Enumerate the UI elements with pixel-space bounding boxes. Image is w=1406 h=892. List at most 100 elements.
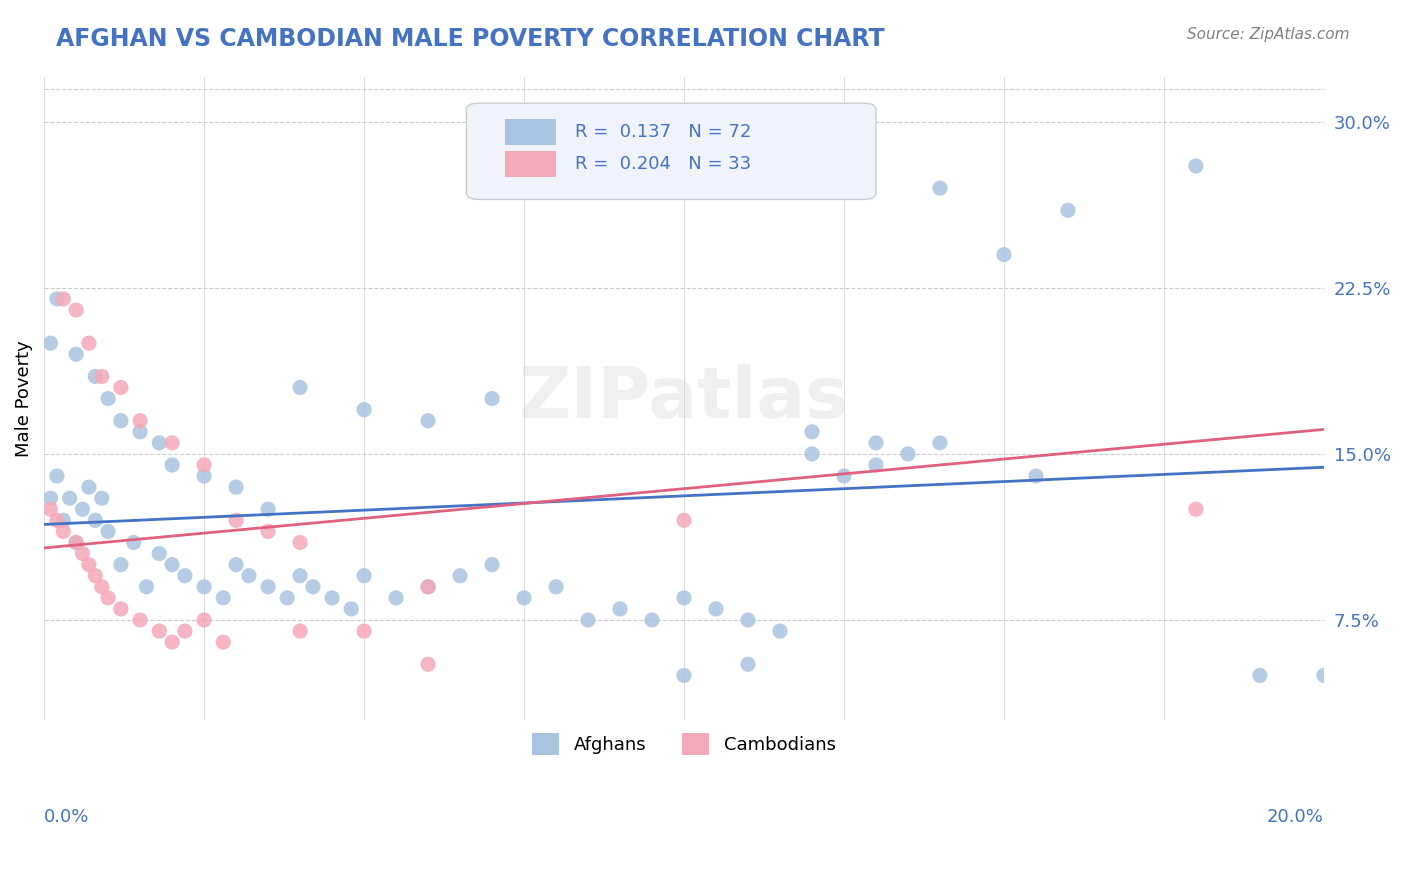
Point <box>288 535 311 549</box>
Legend: Afghans, Cambodians: Afghans, Cambodians <box>524 725 844 762</box>
Point <box>148 435 170 450</box>
Point <box>416 580 439 594</box>
Point <box>865 458 887 472</box>
Point <box>321 591 343 605</box>
Point <box>801 425 824 439</box>
Point <box>135 580 157 594</box>
FancyBboxPatch shape <box>505 152 555 177</box>
Point <box>110 602 132 616</box>
Point <box>65 347 87 361</box>
Point <box>45 469 67 483</box>
Point <box>544 580 567 594</box>
Point <box>225 558 247 572</box>
Y-axis label: Male Poverty: Male Poverty <box>15 340 32 457</box>
Point <box>1313 668 1336 682</box>
Point <box>353 568 375 582</box>
Point <box>225 513 247 527</box>
Point <box>288 380 311 394</box>
Point <box>929 435 952 450</box>
Point <box>897 447 920 461</box>
Point <box>90 491 112 506</box>
Point <box>737 657 759 672</box>
Point <box>212 635 235 649</box>
Point <box>193 469 215 483</box>
Point <box>1025 469 1047 483</box>
Point <box>72 547 94 561</box>
Text: R =  0.204   N = 33: R = 0.204 N = 33 <box>575 155 751 173</box>
Point <box>576 613 599 627</box>
Point <box>97 392 120 406</box>
Point <box>110 414 132 428</box>
Point <box>84 568 107 582</box>
Point <box>90 580 112 594</box>
Point <box>97 524 120 539</box>
Point <box>1185 502 1208 516</box>
Point <box>65 535 87 549</box>
Point <box>129 414 152 428</box>
Point <box>609 602 631 616</box>
Point <box>481 558 503 572</box>
Point <box>160 458 183 472</box>
Point <box>257 524 280 539</box>
Point <box>193 458 215 472</box>
Point <box>672 591 695 605</box>
Point <box>416 657 439 672</box>
Point <box>39 502 62 516</box>
Point <box>449 568 471 582</box>
Point <box>110 380 132 394</box>
Point <box>1057 203 1080 218</box>
Point <box>672 513 695 527</box>
Text: R =  0.137   N = 72: R = 0.137 N = 72 <box>575 123 752 141</box>
Point <box>129 613 152 627</box>
Point <box>865 435 887 450</box>
Text: 20.0%: 20.0% <box>1267 808 1324 826</box>
Point <box>65 535 87 549</box>
Text: AFGHAN VS CAMBODIAN MALE POVERTY CORRELATION CHART: AFGHAN VS CAMBODIAN MALE POVERTY CORRELA… <box>56 27 884 51</box>
Point <box>129 425 152 439</box>
Point <box>641 613 664 627</box>
Point <box>77 336 100 351</box>
Point <box>288 624 311 638</box>
Point <box>353 624 375 638</box>
Point <box>72 502 94 516</box>
Point <box>52 513 75 527</box>
Point <box>385 591 408 605</box>
Point <box>481 392 503 406</box>
Point <box>173 624 195 638</box>
Text: 0.0%: 0.0% <box>44 808 90 826</box>
Point <box>832 469 855 483</box>
Point <box>90 369 112 384</box>
Point <box>257 580 280 594</box>
Point <box>160 435 183 450</box>
Point <box>65 302 87 317</box>
Point <box>416 580 439 594</box>
Point <box>77 558 100 572</box>
Point <box>929 181 952 195</box>
Point <box>238 568 260 582</box>
Point <box>513 591 536 605</box>
FancyBboxPatch shape <box>505 120 555 145</box>
Text: ZIPatlas: ZIPatlas <box>519 364 849 433</box>
Point <box>148 547 170 561</box>
Point <box>148 624 170 638</box>
Point <box>110 558 132 572</box>
Point <box>257 502 280 516</box>
Point <box>1249 668 1271 682</box>
Point <box>39 491 62 506</box>
Point <box>45 292 67 306</box>
Point <box>225 480 247 494</box>
Point <box>45 513 67 527</box>
Point <box>302 580 325 594</box>
Point <box>122 535 145 549</box>
Point <box>416 414 439 428</box>
Point <box>212 591 235 605</box>
Point <box>52 292 75 306</box>
Point <box>52 524 75 539</box>
Point <box>672 668 695 682</box>
Point <box>84 369 107 384</box>
Point <box>160 558 183 572</box>
Point <box>84 513 107 527</box>
FancyBboxPatch shape <box>467 103 876 200</box>
Point <box>276 591 298 605</box>
Point <box>97 591 120 605</box>
